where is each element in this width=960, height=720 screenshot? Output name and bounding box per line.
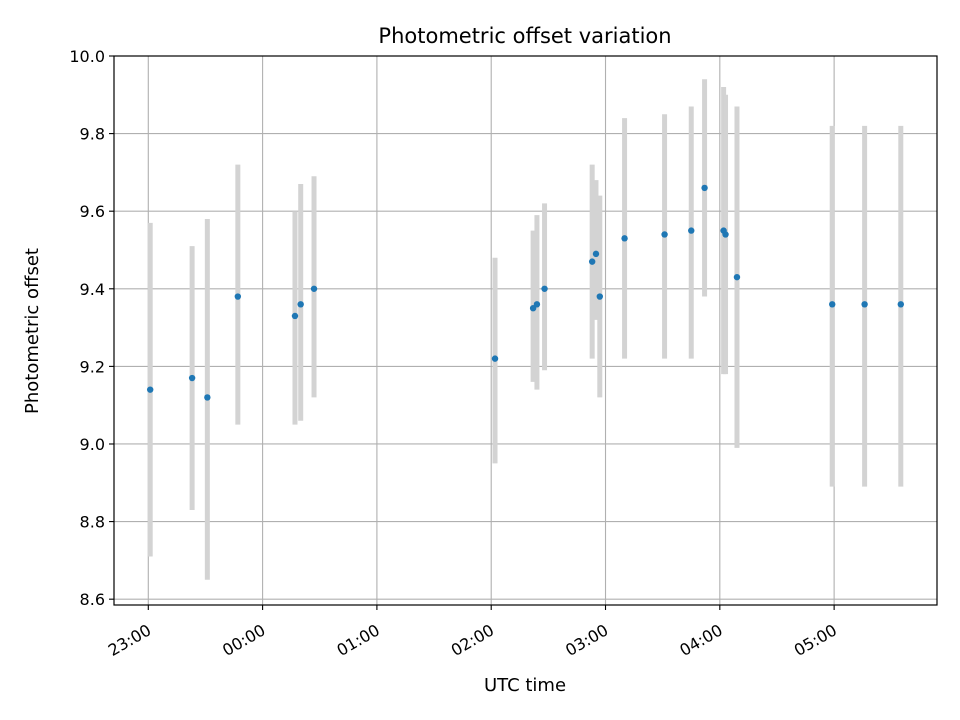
y-tick-label: 10.0: [69, 47, 105, 66]
y-tick-label: 8.6: [80, 590, 105, 609]
plot-frame: [113, 55, 938, 606]
data-point: [592, 250, 600, 258]
data-point: [297, 301, 304, 308]
data-point: [661, 231, 668, 238]
data-point: [688, 227, 695, 234]
y-tick-label: 9.2: [80, 357, 105, 376]
data-point: [621, 235, 628, 242]
y-tick-label: 9.6: [80, 202, 105, 221]
data-point: [722, 231, 729, 238]
y-axis: 8.6 8.8 9.0 9.2 9.4 9.6 9.8 10.0: [69, 47, 114, 609]
data-point: [596, 293, 603, 300]
chart-title: Photometric offset variation: [378, 24, 671, 48]
y-axis-label: Photometric offset: [22, 248, 43, 414]
y-tick-label: 8.8: [80, 513, 105, 532]
data-point: [588, 258, 596, 265]
data-point: [897, 301, 905, 308]
data-point: [861, 301, 868, 308]
data-point: [733, 273, 741, 281]
x-axis-label: UTC time: [484, 675, 566, 696]
y-tick-label: 9.8: [80, 125, 105, 144]
data-point: [204, 394, 211, 401]
data-point: [701, 184, 708, 192]
y-tick-label: 9.0: [80, 435, 105, 454]
data-point: [829, 301, 836, 308]
data-point: [146, 386, 154, 393]
data-point: [291, 312, 299, 320]
data-point: [188, 374, 196, 382]
data-point: [533, 301, 541, 308]
data-points: [146, 184, 905, 401]
data-point: [541, 285, 548, 292]
plot-area: [114, 56, 937, 605]
data-point: [491, 355, 499, 362]
y-tick-label: 9.4: [80, 280, 105, 299]
data-point: [310, 285, 318, 292]
data-point: [234, 293, 242, 300]
